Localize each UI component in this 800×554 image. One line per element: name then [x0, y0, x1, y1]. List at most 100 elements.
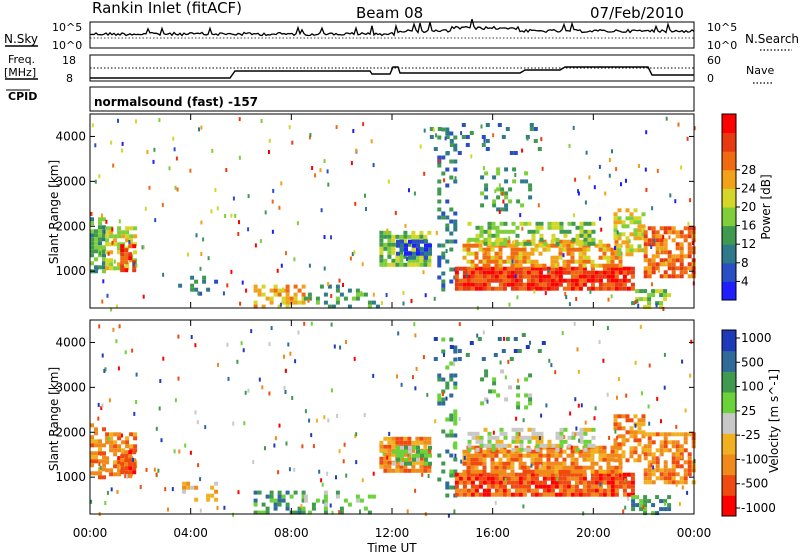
heatmap-cell — [663, 480, 668, 485]
heatmap-cell — [104, 501, 107, 505]
heatmap-cell — [664, 501, 667, 506]
heatmap-cell — [542, 263, 547, 268]
heatmap-cell — [667, 254, 672, 259]
heatmap-cell — [216, 505, 219, 510]
heatmap-cell — [566, 282, 571, 287]
heatmap-cell — [647, 448, 652, 453]
heatmap-cell — [424, 239, 428, 244]
heatmap-cell — [274, 436, 277, 441]
freq-label-line2: [MHz] — [4, 66, 36, 79]
heatmap-cell — [323, 510, 328, 515]
heatmap-cell — [511, 229, 516, 234]
heatmap-cell — [577, 403, 580, 408]
heatmap-cell — [454, 472, 459, 477]
heatmap-cell — [514, 476, 519, 481]
heatmap-cell — [626, 492, 631, 497]
heatmap-cell — [679, 274, 684, 279]
heatmap-cell — [558, 274, 563, 279]
heatmap-cell — [626, 278, 631, 283]
heatmap-cell — [574, 492, 579, 497]
heatmap-cell — [90, 439, 94, 444]
heatmap-cell — [675, 424, 678, 429]
heatmap-cell — [570, 286, 575, 291]
heatmap-cell — [276, 268, 279, 273]
heatmap-cell — [387, 448, 392, 453]
heatmap-cell — [453, 211, 458, 216]
heatmap-cell — [98, 475, 102, 480]
colorbar-swatch — [722, 474, 736, 496]
heatmap-cell — [105, 432, 110, 437]
heatmap-cell — [671, 274, 676, 279]
heatmap-cell — [495, 241, 500, 246]
heatmap-cell — [511, 447, 516, 452]
heatmap-cell — [523, 241, 528, 246]
heatmap-cell — [647, 468, 652, 473]
heatmap-cell — [434, 419, 437, 424]
heatmap-cell — [189, 450, 192, 455]
heatmap-cell — [663, 468, 668, 473]
heatmap-cell — [265, 506, 270, 511]
heatmap-cell — [449, 131, 454, 136]
heatmap-cell — [576, 347, 579, 352]
heatmap-cell — [509, 151, 514, 155]
heatmap-cell — [272, 188, 275, 193]
heatmap-cell — [351, 296, 356, 301]
heatmap-cell — [659, 301, 664, 306]
heatmap-cell — [190, 287, 195, 292]
heatmap-cell — [604, 191, 607, 196]
heatmap-cell — [297, 506, 302, 511]
heatmap-cell — [613, 228, 618, 233]
heatmap-cell — [499, 237, 504, 242]
heatmap-cell — [506, 243, 511, 248]
heatmap-cell — [187, 252, 190, 257]
heatmap-cell — [474, 255, 479, 260]
heatmap-cell — [641, 248, 646, 253]
heatmap-cell — [449, 429, 454, 434]
heatmap-cell — [647, 258, 652, 263]
heatmap-cell — [538, 251, 543, 256]
heatmap-cell — [643, 230, 648, 235]
date-title: 07/Feb/2010 — [590, 4, 684, 22]
heatmap-cell — [479, 225, 484, 230]
heatmap-cell — [641, 212, 646, 217]
heatmap-cell — [651, 230, 656, 235]
heatmap-cell — [474, 484, 479, 489]
heatmap-cell — [480, 401, 485, 406]
heatmap-cell — [106, 293, 109, 298]
heatmap-cell — [487, 229, 492, 234]
heatmap-cell — [408, 445, 412, 450]
heatmap-cell — [454, 282, 459, 287]
heatmap-cell — [659, 262, 664, 267]
heatmap-cell — [195, 233, 198, 238]
heatmap-cell — [633, 458, 638, 463]
heatmap-cell — [594, 270, 599, 275]
heatmap-cell — [522, 480, 527, 485]
heatmap-cell — [643, 456, 648, 461]
heatmap-cell — [323, 490, 328, 495]
heatmap-cell — [624, 505, 627, 510]
heatmap-cell — [167, 507, 169, 512]
heatmap-cell — [253, 510, 258, 515]
heatmap-cell — [546, 472, 551, 477]
heatmap-cell — [98, 237, 102, 242]
heatmap-cell — [261, 304, 266, 309]
heatmap-cell — [518, 461, 523, 466]
heatmap-cell — [441, 243, 446, 248]
nave-tick-bottom: 0 — [707, 72, 714, 85]
heatmap-cell — [109, 468, 114, 473]
heatmap-cell — [94, 143, 97, 148]
heatmap-cell — [202, 279, 207, 284]
heatmap-cell — [462, 461, 467, 466]
heatmap-cell — [174, 185, 177, 190]
heatmap-cell — [449, 159, 454, 164]
heatmap-cell — [427, 436, 432, 441]
heatmap-cell — [633, 446, 638, 451]
heatmap-cell — [671, 472, 676, 477]
heatmap-cell — [622, 472, 627, 477]
heatmap-cell — [635, 289, 640, 294]
heatmap-cell — [641, 446, 646, 451]
heatmap-cell — [480, 124, 483, 129]
heatmap-cell — [606, 282, 611, 287]
heatmap-cell — [311, 502, 316, 507]
heatmap-cell — [498, 484, 503, 489]
